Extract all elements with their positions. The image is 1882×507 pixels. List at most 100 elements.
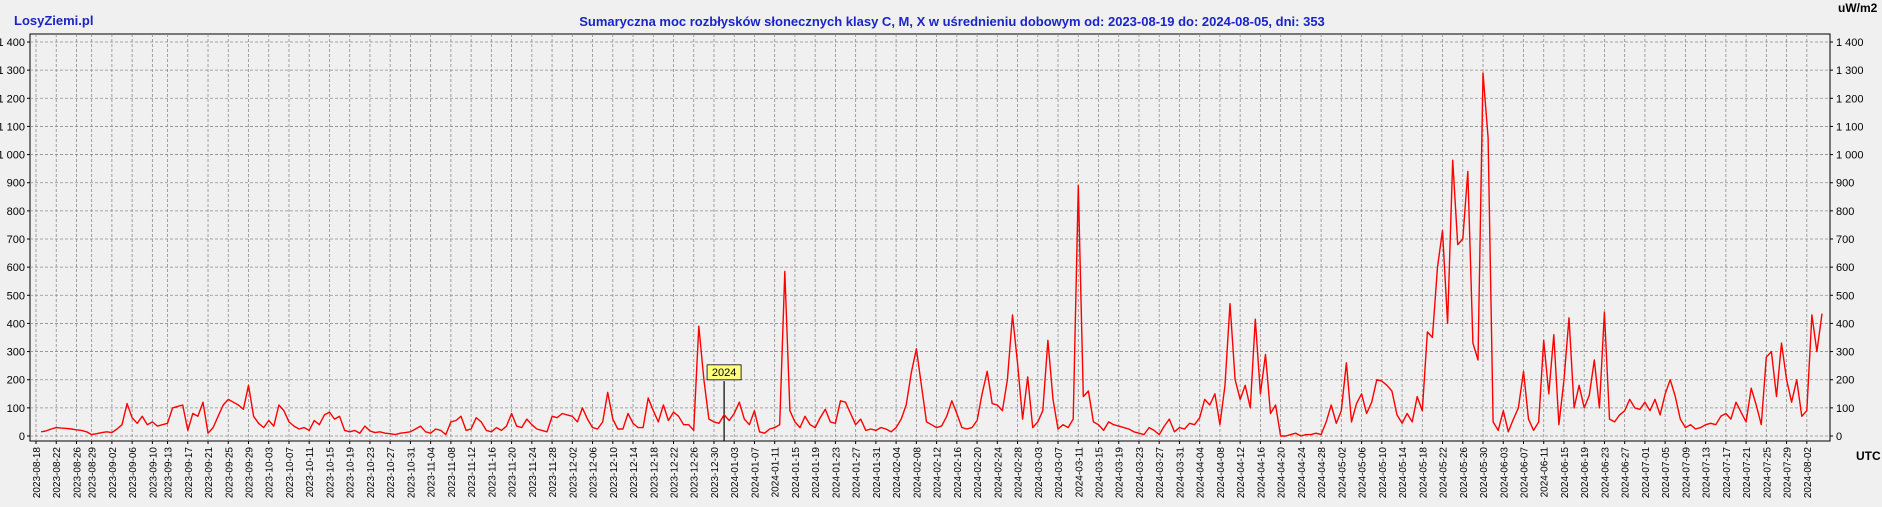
year-marker-label: 2024 bbox=[712, 367, 736, 379]
grid bbox=[30, 34, 1830, 441]
x-tick-label: 2023-09-25 bbox=[224, 447, 235, 499]
x-tick-label: 2023-11-16 bbox=[487, 447, 498, 498]
x-tick-label: 2024-04-20 bbox=[1277, 447, 1288, 499]
y-tick-label: 200 bbox=[7, 375, 25, 387]
x-tick-label: 2024-05-30 bbox=[1479, 447, 1490, 499]
x-tick-label: 2024-01-11 bbox=[771, 447, 782, 498]
y-tick-label: 0 bbox=[1836, 431, 1842, 443]
y-tick-label: 600 bbox=[7, 262, 25, 274]
x-tick-label: 2024-03-23 bbox=[1135, 447, 1146, 499]
x-tick-label: 2023-10-19 bbox=[346, 447, 357, 499]
x-tick-label: 2024-06-11 bbox=[1540, 447, 1551, 498]
y-tick-label: 700 bbox=[7, 234, 25, 246]
y-tick-label: 1 000 bbox=[0, 150, 25, 162]
y-axis-right: 0 100 200 300 400 500 600 700 800 900 1 000 1 100 1 … bbox=[1830, 37, 1864, 443]
x-tick-label: 2024-01-03 bbox=[730, 447, 741, 499]
x-tick-label: 2024-01-19 bbox=[811, 447, 822, 499]
x-tick-label: 2024-07-25 bbox=[1762, 447, 1773, 499]
x-tick-label: 2023-12-18 bbox=[649, 447, 660, 499]
y-tick-label: 800 bbox=[1836, 206, 1854, 218]
y-tick-label: 200 bbox=[1836, 375, 1854, 387]
y-tick-label: 900 bbox=[7, 178, 25, 190]
plot-area bbox=[29, 33, 1831, 442]
x-tick-label: 2023-12-10 bbox=[609, 447, 620, 499]
x-tick-label: 2024-03-19 bbox=[1115, 447, 1126, 499]
x-tick-label: 2024-04-24 bbox=[1297, 447, 1308, 499]
y-tick-label: 1 400 bbox=[1836, 37, 1864, 49]
y-tick-label: 1 100 bbox=[1836, 121, 1864, 133]
x-tick-label: 2024-01-07 bbox=[750, 447, 761, 499]
x-tick-label: 2024-01-15 bbox=[791, 447, 802, 499]
x-tick-label: 2023-11-04 bbox=[427, 447, 438, 498]
x-tick-label: 2024-01-31 bbox=[872, 447, 883, 499]
x-tick-label: 2023-10-27 bbox=[386, 447, 397, 499]
x-tick-label: 2023-10-23 bbox=[366, 447, 377, 499]
x-tick-label: 2023-12-14 bbox=[629, 447, 640, 499]
x-tick-label: 2024-07-17 bbox=[1722, 447, 1733, 499]
x-tick-label: 2023-09-02 bbox=[108, 447, 119, 499]
x-axis: 2023-08-18 2023-08-22 2023-08-26 2023-08-29… bbox=[32, 441, 1814, 498]
y-tick-label: 1 300 bbox=[0, 65, 25, 77]
x-tick-label: 2023-09-21 bbox=[204, 447, 215, 499]
year-marker-box bbox=[706, 364, 742, 381]
y-tick-label: 300 bbox=[7, 347, 25, 359]
y-tick-label: 500 bbox=[1836, 290, 1854, 302]
x-tick-label: 2024-01-27 bbox=[852, 447, 863, 499]
x-tick-label: 2023-12-26 bbox=[690, 447, 701, 499]
series-line bbox=[40, 72, 1823, 437]
x-tick-label: 2024-04-08 bbox=[1216, 447, 1227, 499]
x-tick-label: 2024-07-09 bbox=[1681, 447, 1692, 499]
x-tick-label: 2024-07-21 bbox=[1742, 447, 1753, 499]
x-tick-label: 2024-04-04 bbox=[1196, 447, 1207, 499]
x-tick-label: 2024-04-28 bbox=[1317, 447, 1328, 499]
y-tick-label: 0 bbox=[19, 431, 25, 443]
x-tick-label: 2024-02-04 bbox=[892, 447, 903, 499]
x-tick-label: 2024-05-10 bbox=[1378, 447, 1389, 499]
x-tick-label: 2024-02-16 bbox=[953, 447, 964, 499]
x-tick-label: 2024-04-12 bbox=[1236, 447, 1247, 499]
x-tick-label: 2024-05-26 bbox=[1459, 447, 1470, 499]
x-tick-label: 2024-02-20 bbox=[973, 447, 984, 499]
x-tick-label: 2023-08-22 bbox=[52, 447, 63, 499]
x-tick-label: 2024-07-05 bbox=[1661, 447, 1672, 499]
y-tick-label: 700 bbox=[1836, 234, 1854, 246]
y-tick-label: 1 200 bbox=[1836, 93, 1864, 105]
series-layer bbox=[40, 72, 1823, 437]
x-tick-label: 2024-05-18 bbox=[1418, 447, 1429, 499]
y-tick-label: 900 bbox=[1836, 178, 1854, 190]
x-tick-label: 2023-08-18 bbox=[32, 447, 43, 499]
x-tick-label: 2024-08-02 bbox=[1803, 447, 1814, 499]
x-tick-label: 2023-12-06 bbox=[589, 447, 600, 499]
x-tick-label: 2024-06-07 bbox=[1519, 447, 1530, 499]
x-tick-label: 2024-02-08 bbox=[912, 447, 923, 499]
x-tick-label: 2023-11-20 bbox=[508, 447, 519, 498]
x-tick-label: 2023-11-24 bbox=[528, 447, 539, 498]
site-logo-text: LosyZiemi.pl bbox=[14, 13, 93, 28]
x-tick-label: 2024-03-03 bbox=[1034, 447, 1045, 499]
x-tick-label: 2024-05-14 bbox=[1398, 447, 1409, 499]
x-tick-label: 2023-10-11 bbox=[305, 447, 316, 498]
x-tick-label: 2024-05-02 bbox=[1337, 447, 1348, 499]
y-tick-label: 1 100 bbox=[0, 121, 25, 133]
x-tick-label: 2023-11-12 bbox=[467, 447, 478, 498]
year-marker: 2024 bbox=[706, 364, 742, 441]
y-tick-label: 600 bbox=[1836, 262, 1854, 274]
x-tick-label: 2023-09-13 bbox=[164, 447, 175, 499]
y-tick-label: 300 bbox=[1836, 347, 1854, 359]
x-tick-label: 2023-12-02 bbox=[568, 447, 579, 499]
x-tick-label: 2023-10-07 bbox=[285, 447, 296, 499]
x-tick-label: 2024-03-15 bbox=[1094, 447, 1105, 499]
y-tick-label: 1 300 bbox=[1836, 65, 1864, 77]
x-tick-label: 2024-06-27 bbox=[1621, 447, 1632, 499]
x-tick-label: 2024-03-07 bbox=[1054, 447, 1065, 499]
x-tick-label: 2023-11-08 bbox=[447, 447, 458, 498]
y-axis-left: 0 100 200 300 400 500 600 700 800 900 1 000 1 100 1 … bbox=[0, 37, 30, 443]
x-tick-label: 2024-02-24 bbox=[993, 447, 1004, 499]
x-tick-label: 2023-08-26 bbox=[72, 447, 83, 499]
x-tick-label: 2023-10-15 bbox=[325, 447, 336, 499]
y-tick-label: 400 bbox=[1836, 318, 1854, 330]
y-unit-label: uW/m2 bbox=[1838, 1, 1878, 15]
x-tick-label: 2024-06-03 bbox=[1499, 447, 1510, 499]
y-tick-label: 1 000 bbox=[1836, 150, 1864, 162]
